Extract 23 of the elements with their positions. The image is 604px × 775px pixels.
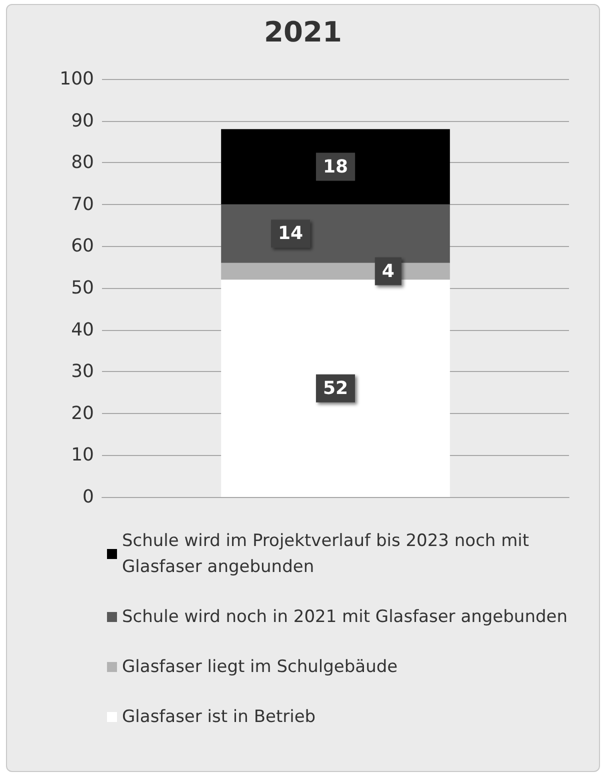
y-tick-label: 50	[71, 278, 94, 298]
chart-title: 2021	[264, 16, 342, 48]
legend-label: Glasfaser liegt im Schulgebäude	[122, 657, 398, 677]
y-tick-label: 0	[82, 486, 94, 508]
data-label: 4	[382, 260, 394, 282]
bar	[221, 204, 450, 263]
bar	[221, 280, 450, 497]
data-label: 52	[322, 378, 348, 399]
data-label: 14	[278, 223, 304, 244]
y-tick-label: 20	[71, 402, 94, 424]
y-tick-label: 90	[71, 110, 94, 132]
y-tick-label: 40	[71, 319, 94, 340]
y-tick-label: 100	[60, 68, 94, 90]
y-tick-label: 10	[71, 444, 94, 466]
legend-label: Schule wird im Projektverlauf bis 2023 noch mit Glasfaser angebunden	[122, 531, 534, 577]
bar	[221, 129, 450, 204]
y-tick-label: 30	[71, 361, 94, 382]
y-tick-label: 60	[71, 236, 94, 257]
y-tick-label: 70	[71, 194, 94, 215]
y-tick-label: 80	[71, 152, 94, 174]
data-label: 18	[322, 156, 348, 178]
legend-label: Glasfaser ist in Betrieb	[122, 707, 316, 727]
legend-label: Schule wird noch in 2021 mit Glasfaser angebunden	[122, 607, 568, 627]
